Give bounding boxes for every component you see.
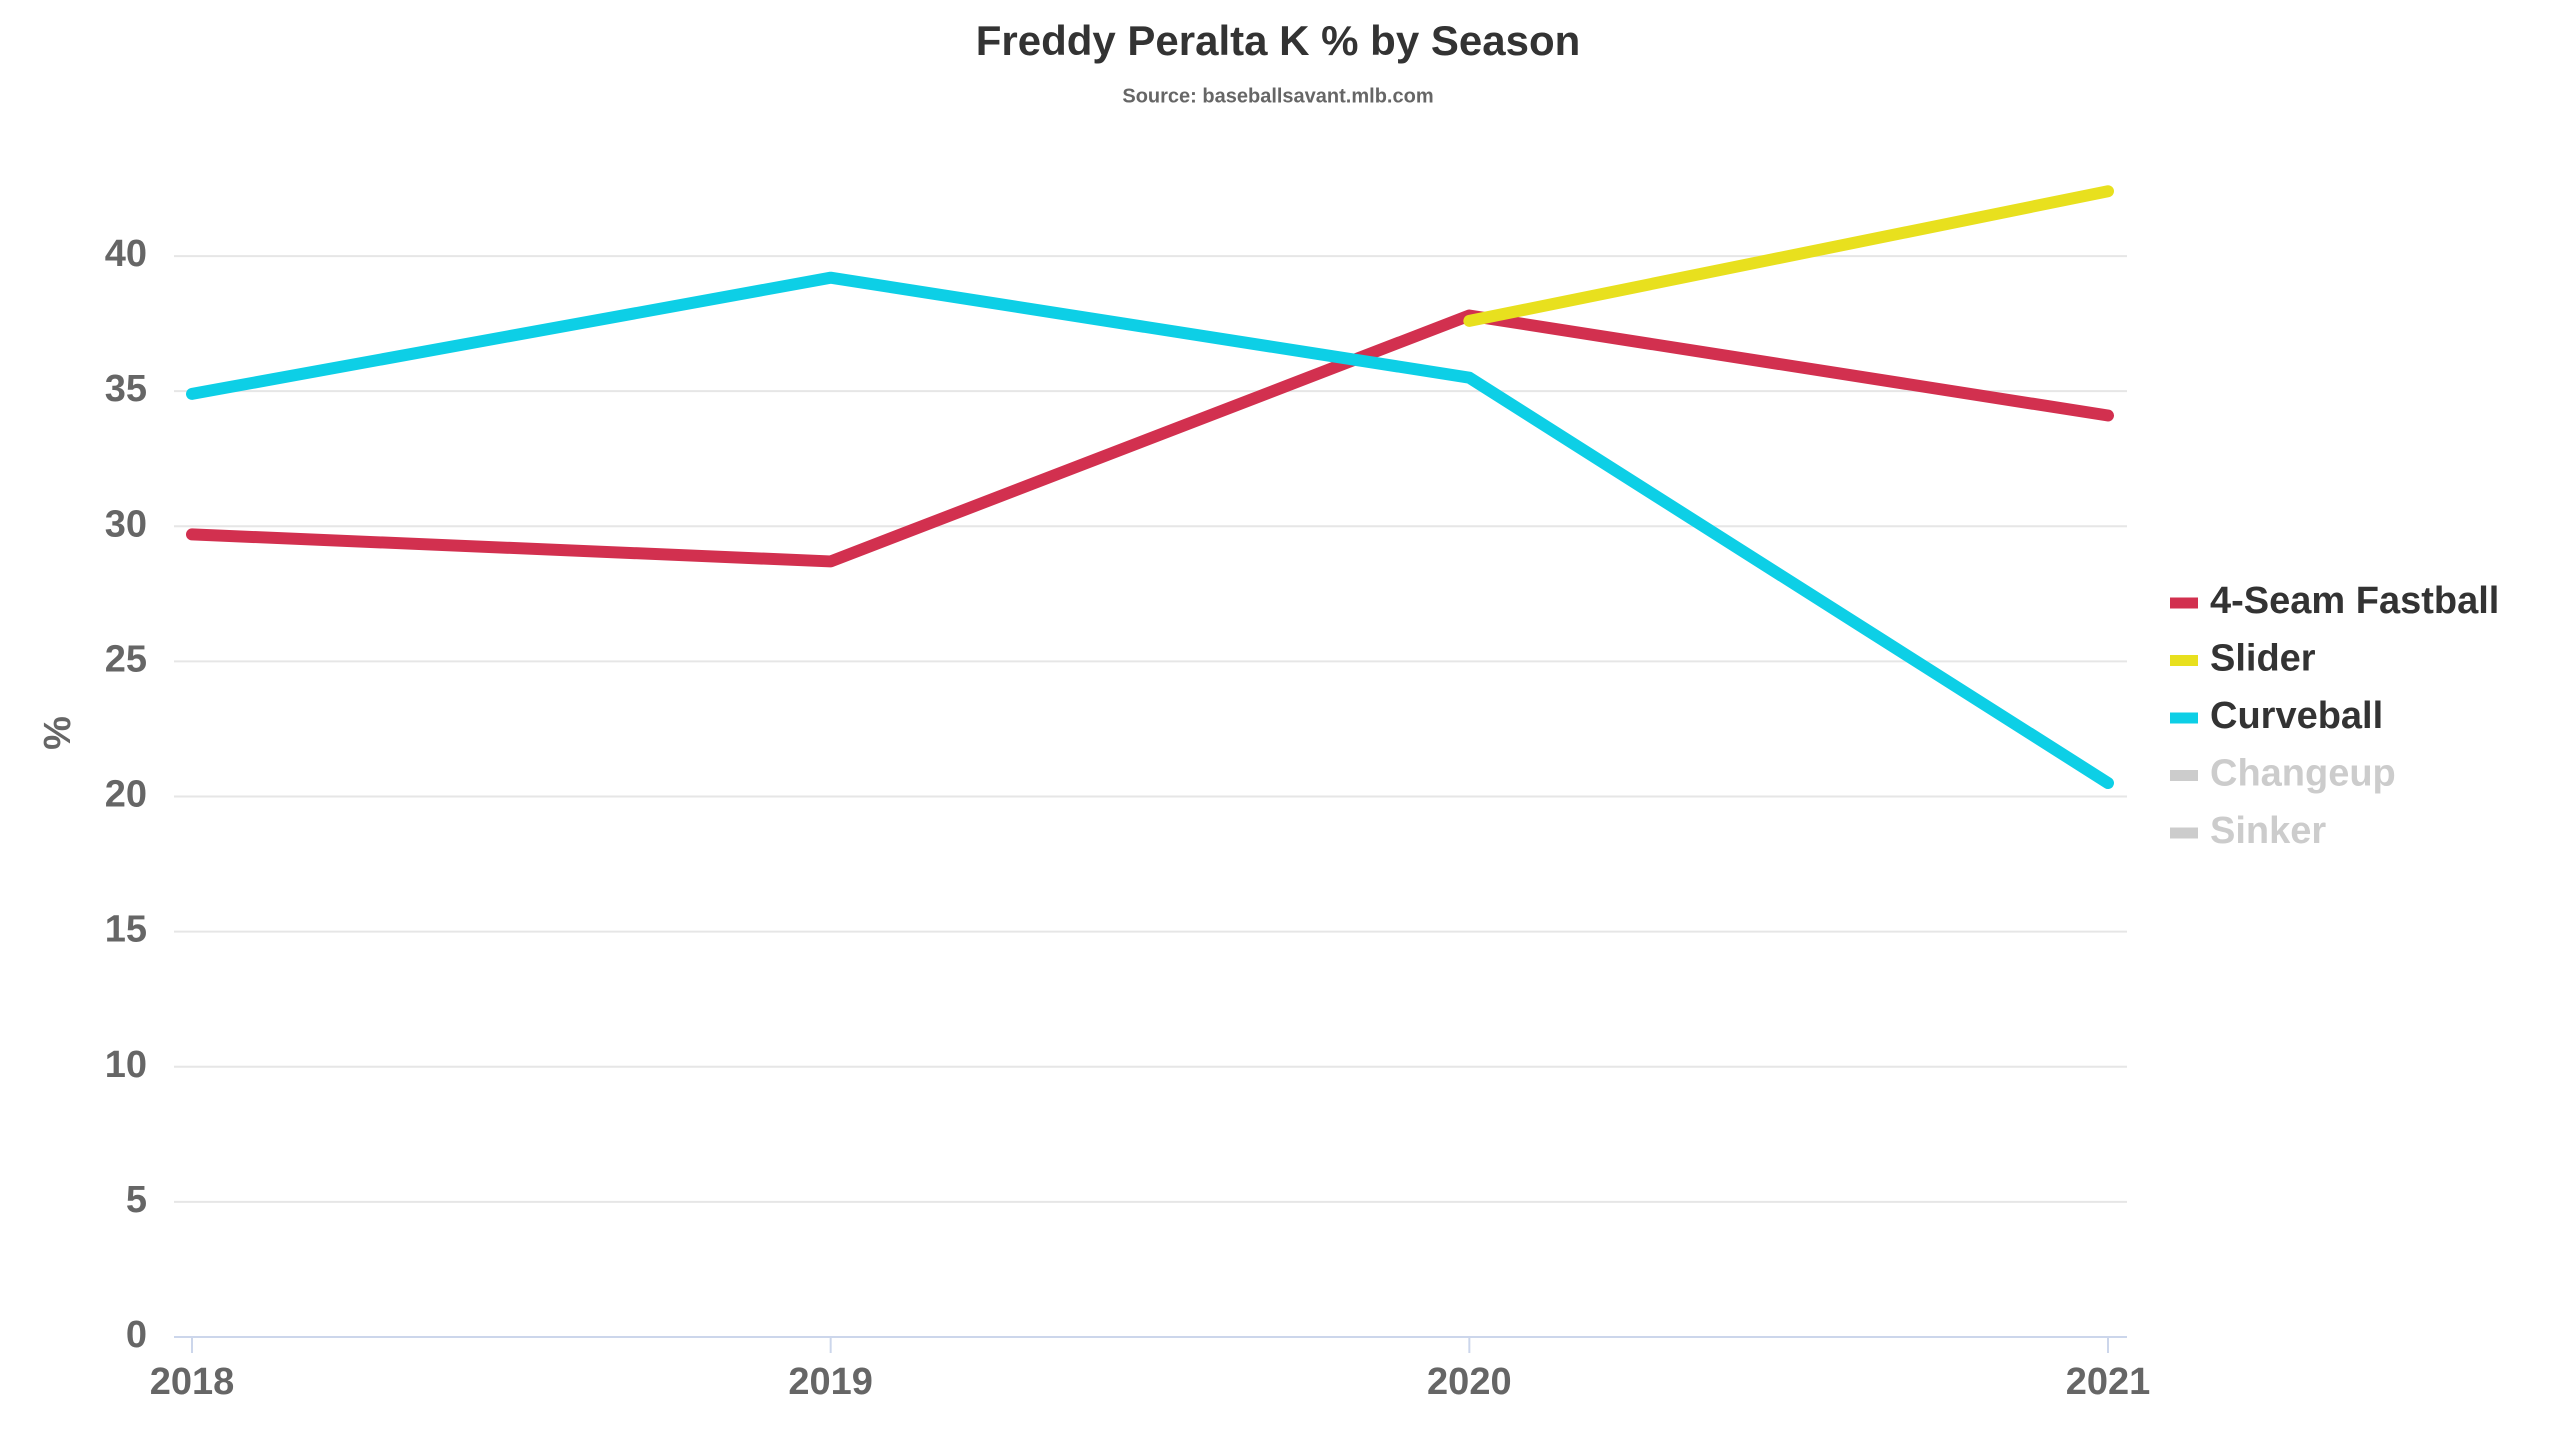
y-tick-label: 10	[105, 1044, 147, 1086]
legend-label: Changeup	[2210, 753, 2396, 795]
y-tick-label: 5	[126, 1179, 147, 1221]
legend-label: 4-Seam Fastball	[2210, 580, 2499, 622]
chart-subtitle: Source: baseballsavant.mlb.com	[1122, 85, 1433, 107]
legend-label: Slider	[2210, 638, 2316, 680]
x-tick-label: 2019	[788, 1361, 873, 1403]
x-tick-label: 2020	[1427, 1361, 1512, 1403]
y-tick-label: 40	[105, 233, 147, 275]
y-tick-label: 15	[105, 909, 147, 951]
y-axis-label: %	[37, 716, 79, 750]
y-tick-label: 30	[105, 503, 147, 545]
y-tick-label: 35	[105, 368, 147, 410]
series-line	[186, 309, 2114, 568]
x-tick-label: 2021	[2066, 1361, 2151, 1403]
y-tick-label: 25	[105, 638, 147, 680]
series-line	[186, 271, 2114, 790]
x-tick-label: 2018	[150, 1361, 235, 1403]
legend-label: Sinker	[2210, 810, 2326, 852]
y-tick-label: 20	[105, 774, 147, 816]
y-tick-label: 0	[126, 1314, 147, 1356]
chart-title: Freddy Peralta K % by Season	[976, 17, 1581, 64]
legend-label: Curveball	[2210, 695, 2383, 737]
series-line	[1463, 185, 2114, 327]
